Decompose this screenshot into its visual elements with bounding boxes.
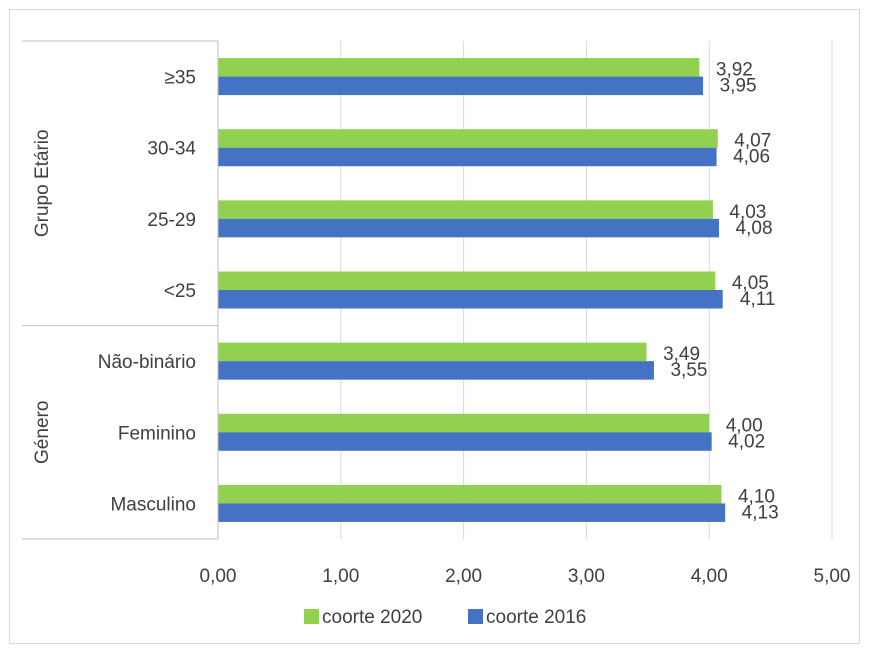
- data-label: 3,92: [716, 60, 753, 81]
- bar: [218, 76, 704, 96]
- data-label: 4,02: [728, 431, 765, 452]
- data-label: 3,55: [670, 360, 707, 381]
- bar: [218, 129, 718, 148]
- data-label: 4,11: [740, 289, 776, 310]
- chart-frame: [9, 9, 860, 644]
- bar: [218, 361, 654, 380]
- bar: [218, 484, 722, 504]
- bar: [218, 200, 713, 219]
- bar: [218, 147, 717, 167]
- data-label: 4,07: [734, 131, 771, 152]
- bar: [218, 290, 723, 309]
- x-tick-label: 2,00: [445, 566, 482, 587]
- x-tick-label: 1,00: [322, 566, 359, 587]
- bar: [218, 432, 712, 451]
- data-label: 4,05: [732, 273, 769, 294]
- data-label: 4,00: [726, 415, 763, 436]
- legend: coorte 2020 coorte 2016: [304, 607, 586, 628]
- x-tick-label: 0,00: [200, 566, 237, 587]
- category-label: <25: [164, 281, 196, 302]
- category-label: ≥35: [164, 68, 196, 89]
- bar: [218, 342, 647, 362]
- legend-entry: coorte 2020: [322, 607, 422, 628]
- bar: [218, 218, 720, 238]
- x-tick-label: 3,00: [568, 566, 605, 587]
- category-label: Feminino: [118, 423, 196, 444]
- x-tick-label: 5,00: [814, 566, 851, 587]
- legend-swatch: [304, 609, 319, 624]
- data-label: 3,95: [720, 76, 757, 97]
- bars: [218, 58, 726, 522]
- category-label: 25-29: [147, 210, 196, 231]
- category-label: Masculino: [110, 494, 196, 515]
- category-label: Não-binário: [98, 352, 196, 373]
- data-label: 4,13: [742, 502, 779, 523]
- bar: [218, 271, 716, 290]
- axes: 0,00 1,00 2,00 3,00 4,00 5,00 Grupo Etário Géne…: [22, 40, 851, 587]
- x-tick-label: 4,00: [691, 566, 728, 587]
- data-label: 4,10: [738, 486, 775, 507]
- bar: [218, 413, 710, 433]
- legend-swatch: [468, 609, 483, 624]
- legend-entry: coorte 2016: [486, 607, 586, 628]
- data-labels: 3,923,95 4,074,06 4,034,08 4,054,11 3,493,55…: [663, 60, 779, 524]
- data-label: 4,03: [729, 202, 766, 223]
- data-label: 3,49: [663, 344, 700, 365]
- bar: [218, 58, 700, 77]
- data-label: 4,08: [736, 218, 773, 239]
- group-label: Género: [32, 401, 53, 464]
- category-label: 30-34: [147, 139, 196, 160]
- data-label: 4,06: [733, 147, 770, 168]
- group-label: Grupo Etário: [32, 129, 53, 237]
- bar: [218, 503, 726, 522]
